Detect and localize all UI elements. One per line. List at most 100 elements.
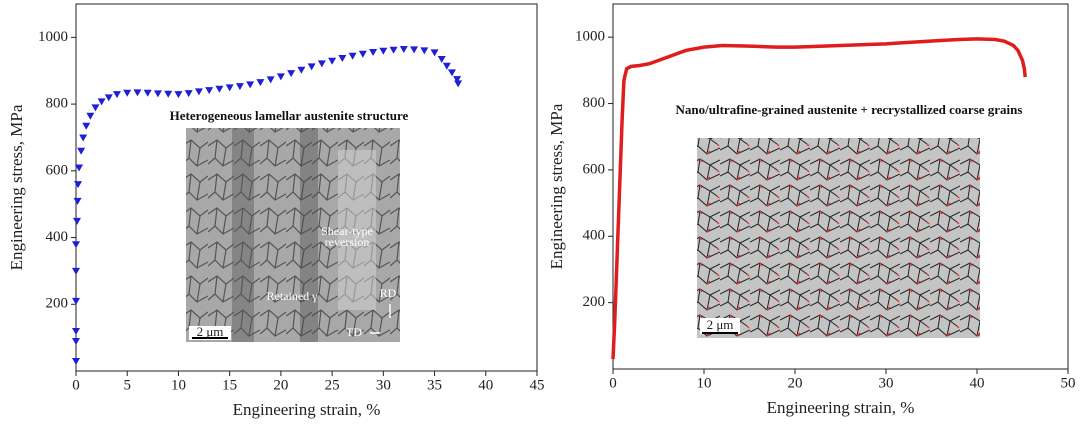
data-point [297,66,306,74]
annotation: TD [346,325,362,339]
data-point [399,46,408,54]
data-point [82,122,91,130]
data-point [133,89,142,97]
data-point [225,84,234,92]
y-tick-label: 400 [583,228,606,244]
data-point [91,104,100,112]
data-point [123,89,132,97]
data-point [437,56,446,64]
data-point [447,69,456,77]
data-point [72,267,80,275]
x-tick-label: 40 [478,377,493,393]
y-tick-label: 600 [46,162,69,178]
annotation: Heterogeneous lamellar austenite structu… [170,108,409,123]
x-tick-label: 10 [171,377,186,393]
annotation: Shear-type [321,224,373,238]
data-point [338,55,347,63]
y-tick-label: 800 [46,96,69,112]
x-tick-label: 40 [970,375,985,391]
y-axis-label: Engineering stress, MPa [7,104,26,270]
data-point [72,357,80,365]
data-point [143,89,152,97]
y-tick-label: 1000 [38,29,68,45]
data-point [73,217,82,225]
data-point [379,47,388,55]
annotation: Retained γ [267,289,319,303]
x-tick-label: 35 [427,377,442,393]
lamella [338,150,376,310]
data-point [430,49,439,57]
data-line [611,37,1027,360]
data-point [153,90,162,98]
x-tick-label: 5 [123,377,131,393]
data-point [215,85,224,93]
data-point [358,50,367,58]
y-tick-label: 400 [46,229,69,245]
x-tick-label: 20 [273,377,288,393]
data-point [75,164,84,172]
data-point [97,98,106,106]
annotation: reversion [325,235,370,249]
data-point [442,62,451,70]
data-point [276,73,285,81]
data-point [79,134,88,142]
data-point [256,79,265,87]
plot-frame [612,3,1069,370]
x-axis-label: Engineering strain, % [233,400,381,419]
data-point [410,46,419,54]
data-point [72,327,80,335]
data-point [72,297,80,305]
x-tick-label: 50 [1061,375,1076,391]
data-point [104,94,113,102]
scale-box [189,326,231,340]
data-point [266,76,275,84]
data-point [72,337,80,345]
data-point [453,76,462,84]
data-point [287,70,296,78]
annotation: 2 μm [197,324,224,339]
data-point [73,197,82,205]
x-tick-label: 0 [72,377,80,393]
x-axis-label: Engineering strain, % [767,398,915,417]
data-point [194,88,203,96]
x-tick-label: 20 [788,375,803,391]
y-tick-label: 600 [583,161,606,177]
data-point [77,147,86,155]
data-point [307,63,316,71]
data-point [205,87,214,95]
lamella [232,128,254,342]
data-point [74,181,83,189]
data-point [348,52,357,60]
annotation: Nano/ultrafine-grained austenite + recry… [676,102,1023,117]
data-point [235,83,244,91]
data-point [174,91,183,99]
plot-frame [75,3,538,372]
y-tick-label: 200 [583,294,606,310]
micrograph [697,138,980,338]
x-tick-label: 25 [325,377,340,393]
data-point [112,91,121,99]
y-tick-label: 200 [46,296,69,312]
x-tick-label: 30 [376,377,391,393]
annotation: 2 μm [707,317,734,332]
data-point [164,90,173,98]
y-axis-label: Engineering stress, MPa [547,103,566,269]
x-tick-label: 15 [222,377,237,393]
y-tick-label: 1000 [575,29,605,45]
data-point [184,90,193,98]
x-tick-label: 45 [530,377,545,393]
data-point [420,47,429,55]
x-tick-label: 10 [697,375,712,391]
micrograph-right [697,138,980,338]
x-tick-label: 0 [609,375,617,391]
scale-box [700,318,740,334]
data-point [72,241,80,249]
data-point [454,80,463,88]
data-point [369,49,378,57]
annotation: RD [380,286,397,300]
data-point [389,46,398,54]
x-tick-label: 30 [879,375,894,391]
data-point [246,81,255,89]
